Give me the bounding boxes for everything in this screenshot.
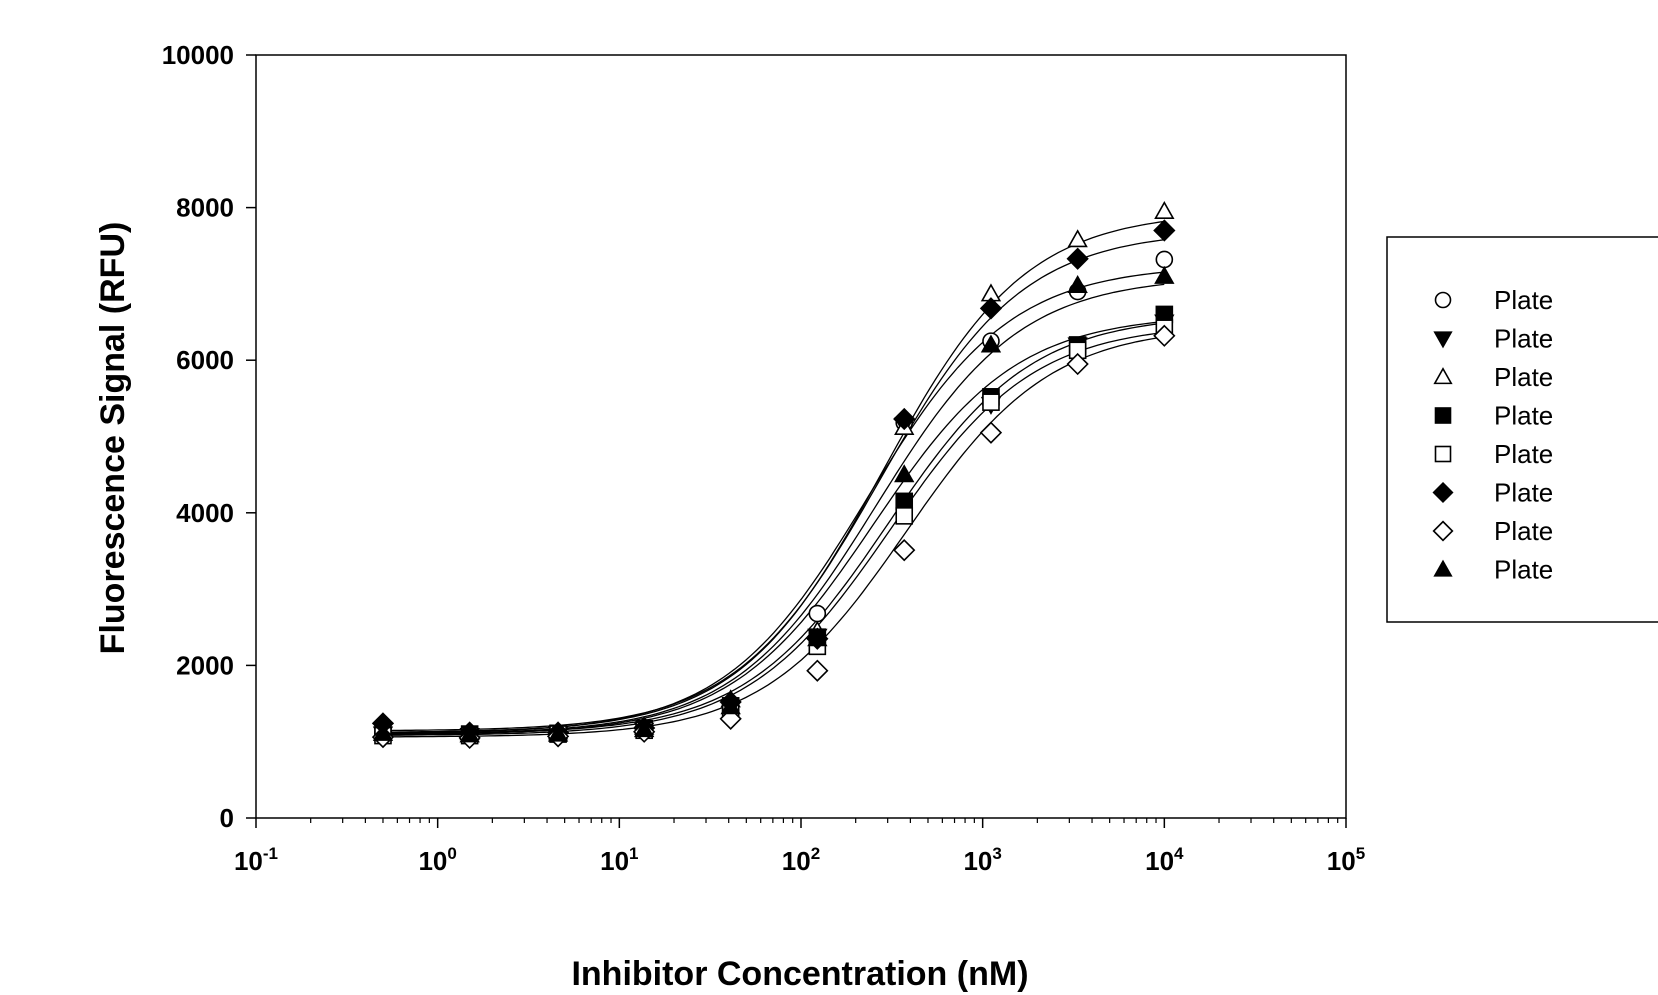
data-point — [1155, 250, 1174, 269]
legend-marker — [1434, 407, 1452, 424]
data-point — [459, 724, 480, 743]
data-point — [720, 696, 741, 715]
fit-curve — [383, 239, 1165, 732]
data-point — [634, 719, 655, 738]
data-point — [1154, 265, 1175, 284]
x-tick-label: 104 — [1145, 844, 1184, 876]
data-markers — [371, 200, 1176, 750]
data-point — [894, 464, 915, 483]
data-point — [1154, 200, 1175, 220]
legend-label: Plate — [1494, 439, 1553, 469]
fit-curve — [383, 331, 1165, 736]
data-point — [893, 407, 916, 431]
legend-marker — [1434, 445, 1452, 463]
y-tick-label: 4000 — [176, 498, 234, 528]
data-point — [1153, 219, 1176, 242]
data-point — [979, 297, 1003, 320]
legend-marker — [1433, 367, 1453, 385]
y-tick-label: 10000 — [162, 40, 234, 70]
x-tick-label: 103 — [963, 844, 1001, 876]
x-tick-label: 100 — [418, 844, 456, 876]
data-point — [982, 393, 1000, 411]
data-point — [1067, 229, 1088, 248]
data-point — [895, 507, 914, 525]
fit-curve — [382, 220, 1165, 733]
legend-label: Plate — [1494, 555, 1553, 585]
legend-marker — [1434, 291, 1452, 309]
legend-label: Plate — [1494, 362, 1553, 392]
legend-label: Plate — [1494, 516, 1553, 546]
fit-curve — [383, 283, 1165, 735]
data-point — [372, 722, 394, 741]
y-tick-label: 2000 — [176, 650, 234, 680]
data-point — [807, 628, 828, 647]
fit-curve — [383, 322, 1165, 735]
y-tick-label: 6000 — [176, 345, 234, 375]
x-tick-label: 102 — [782, 844, 820, 876]
data-point — [980, 334, 1002, 353]
data-point — [893, 539, 916, 562]
legend-box — [1386, 236, 1658, 623]
legend-marker — [1433, 331, 1453, 349]
plot-frame — [255, 54, 1347, 819]
data-point — [895, 492, 914, 511]
data-point — [1066, 247, 1089, 270]
legend-label: Plate — [1494, 285, 1553, 315]
data-point — [806, 659, 829, 682]
x-tick-label: 10-1 — [234, 844, 278, 876]
y-tick-label: 8000 — [176, 193, 234, 223]
y-tick-label: 0 — [220, 803, 234, 833]
data-point — [547, 723, 569, 742]
x-tick-label: 105 — [1327, 844, 1365, 876]
legend-marker — [1432, 481, 1454, 504]
plot-border — [255, 54, 1347, 819]
legend-label: Plate — [1494, 478, 1553, 508]
legend-marker — [1433, 559, 1453, 577]
data-point — [979, 421, 1003, 444]
legend-marker — [1432, 520, 1454, 542]
data-point — [1067, 274, 1088, 294]
x-axis-title: Inhibitor Concentration (nM) — [571, 955, 1028, 993]
x-axis: 10-1 100 101 102 103 104 105 — [234, 818, 1365, 876]
fit-curve — [382, 320, 1165, 736]
y-axis-title: Fluorescence Signal (RFU) — [94, 222, 132, 655]
data-point — [1153, 324, 1176, 347]
x-tick-label: 101 — [600, 844, 638, 876]
legend-label: Plate — [1494, 324, 1553, 354]
y-axis: 0 2000 4000 6000 8000 10000 — [162, 40, 256, 833]
legend: Plate Plate Plate Plate Plate Plate Plate Plate — [1386, 236, 1658, 623]
fit-curves — [382, 220, 1165, 738]
fit-curve — [383, 336, 1165, 738]
legend-label: Plate — [1494, 401, 1553, 431]
data-point — [808, 604, 827, 623]
data-point — [1066, 352, 1089, 376]
